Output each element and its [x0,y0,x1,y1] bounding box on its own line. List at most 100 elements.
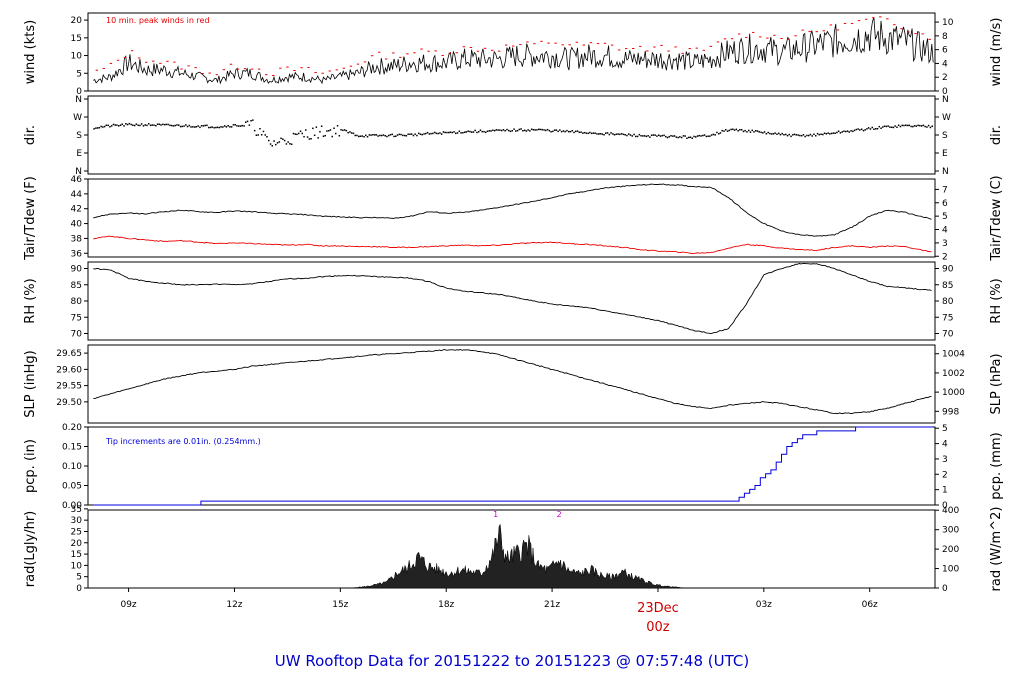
direction-point [818,133,820,136]
direction-point [813,133,815,135]
direction-point [744,129,746,132]
direction-point [220,126,222,128]
right-axis-label: SLP (hPa) [989,353,1004,414]
direction-point [379,134,381,137]
direction-point [160,124,162,126]
direction-point [463,131,466,133]
direction-point [562,130,565,132]
direction-point [109,126,111,128]
left-axis-label: Tair/Tdew (F) [23,176,38,261]
direction-point [875,128,877,130]
panel-4: 70 75 80 85 90 70 75 80 85 90 RH (%) RH (%) [23,261,1004,341]
left-tick-label: 0.05 [62,482,82,492]
direction-point [739,129,741,131]
right-tick-label: 80 [942,297,954,307]
direction-point [633,133,635,136]
direction-point [416,134,418,137]
direction-point [559,129,561,131]
direction-point [310,138,312,140]
direction-point [580,131,582,133]
direction-point [663,134,665,137]
direction-point [174,124,176,127]
direction-point [843,130,845,132]
direction-point [539,128,542,131]
direction-point [396,134,399,136]
direction-point [656,135,658,137]
direction-point [896,126,898,128]
right-tick-label: 400 [942,506,959,516]
direction-point [703,134,706,136]
direction-point [356,134,358,137]
direction-point [116,124,118,126]
right-tick-label: 1002 [942,369,965,379]
direction-point [185,124,187,126]
direction-point [756,130,759,132]
direction-point [594,132,596,134]
direction-point [680,136,683,139]
right-tick-label: S [942,131,948,141]
direction-point [622,133,625,136]
direction-point [560,130,563,133]
direction-point [303,135,305,138]
right-axis-label: pcp. (mm) [989,432,1004,499]
direction-point [215,126,217,129]
direction-point [620,133,623,135]
direction-point [578,131,581,134]
direction-point [719,132,722,134]
left-tick-label: 20 [71,16,83,26]
direction-point [516,129,519,132]
direction-point [345,129,348,132]
direction-point [661,134,663,137]
right-tick-label: 100 [942,565,959,575]
direction-point [354,134,356,137]
direction-point [571,130,573,132]
direction-point [248,124,251,126]
direction-point [493,129,496,132]
direction-point [352,132,355,135]
direction-point [732,128,734,130]
direction-point [742,130,745,133]
direction-point [306,136,309,138]
direction-point [666,136,669,139]
left-tick-label: 29.50 [56,398,82,408]
left-tick-label: E [76,149,82,159]
direction-point [172,125,175,127]
direction-point [140,123,143,125]
direction-point [193,126,196,128]
direction-point [808,134,810,137]
direction-point [825,133,828,135]
direction-point [511,130,513,132]
direction-point [453,131,455,133]
direction-point [179,125,182,128]
direction-point [121,123,123,125]
direction-point [423,133,425,135]
direction-point [266,136,268,138]
left-tick-label: 5 [76,573,82,583]
direction-point [617,133,619,135]
direction-point [770,133,773,135]
direction-point [603,134,605,136]
direction-point [733,129,736,131]
direction-point [912,125,914,128]
direction-point [769,132,771,135]
direction-point [710,134,713,136]
direction-point [689,136,692,138]
right-tick-label: 5 [942,212,948,222]
direction-point [365,134,367,137]
direction-point [103,125,106,128]
direction-point [153,124,155,126]
direction-point [243,125,245,127]
direction-point [857,128,859,130]
direction-point [707,135,709,137]
direction-point [241,124,243,127]
direction-point [636,135,639,138]
direction-point [718,133,720,135]
left-tick-label: 46 [71,175,83,185]
direction-point [504,130,506,132]
left-axis-label: rad(Lgly/hr) [23,511,38,587]
direction-point [905,124,907,126]
right-tick-label: 4 [942,59,948,69]
direction-point [239,125,242,127]
direction-point [527,129,529,131]
direction-point [903,124,905,127]
